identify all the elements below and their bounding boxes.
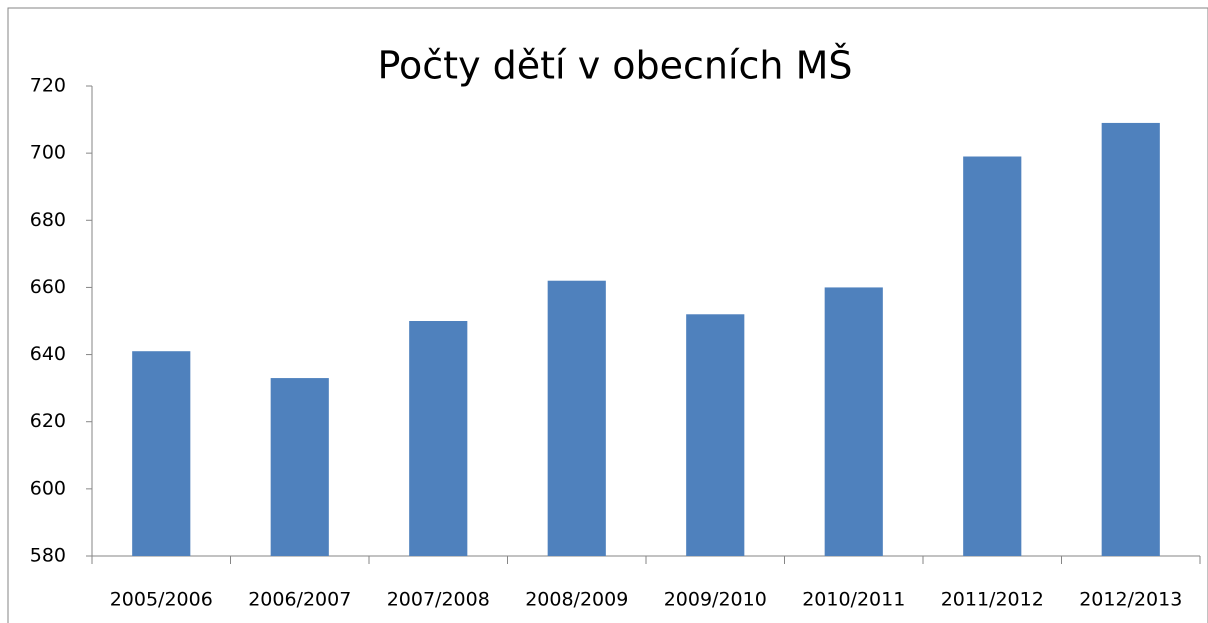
bar <box>686 314 745 556</box>
y-tick-label: 680 <box>30 209 66 231</box>
x-tick-label: 2009/2010 <box>664 589 767 611</box>
bar <box>824 287 883 556</box>
y-tick-label: 600 <box>30 477 66 499</box>
x-tick-label: 2007/2008 <box>387 589 490 611</box>
y-tick-label: 720 <box>30 75 66 97</box>
bar <box>1101 122 1160 556</box>
bar <box>409 321 468 556</box>
y-tick-label: 620 <box>30 410 66 432</box>
x-tick-label: 2010/2011 <box>802 589 905 611</box>
x-tick-label: 2006/2007 <box>248 589 351 611</box>
y-tick-label: 660 <box>30 276 66 298</box>
x-tick-label: 2012/2013 <box>1079 589 1182 611</box>
x-tick-label: 2005/2006 <box>110 589 213 611</box>
bar <box>547 280 606 556</box>
y-tick-label: 640 <box>30 343 66 365</box>
bar <box>270 378 329 556</box>
bar <box>132 351 191 556</box>
chart-title: Počty dětí v obecních MŠ <box>377 44 852 88</box>
x-tick-label: 2008/2009 <box>525 589 628 611</box>
y-tick-label: 580 <box>30 545 66 567</box>
bar <box>963 156 1022 556</box>
y-tick-label: 700 <box>30 142 66 164</box>
x-tick-label: 2011/2012 <box>941 589 1044 611</box>
